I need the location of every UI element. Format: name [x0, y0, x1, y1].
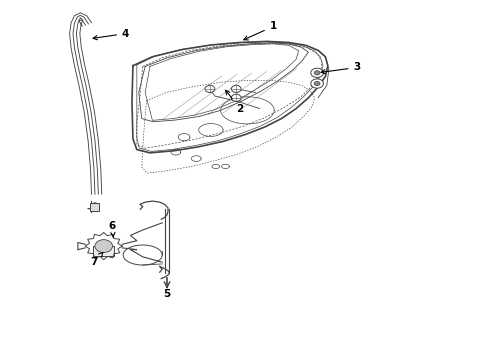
Text: 1: 1	[244, 21, 277, 40]
Polygon shape	[85, 233, 122, 260]
FancyBboxPatch shape	[90, 203, 99, 211]
Circle shape	[95, 240, 113, 252]
Text: 7: 7	[90, 252, 103, 267]
Circle shape	[231, 94, 241, 102]
Circle shape	[311, 79, 323, 88]
Text: 6: 6	[109, 221, 116, 237]
FancyBboxPatch shape	[93, 246, 115, 256]
Text: 5: 5	[164, 289, 171, 298]
Circle shape	[314, 71, 320, 75]
Circle shape	[231, 85, 241, 93]
Circle shape	[205, 85, 215, 93]
Text: 3: 3	[321, 63, 361, 74]
Text: 2: 2	[225, 90, 244, 113]
Circle shape	[311, 68, 323, 77]
Circle shape	[314, 81, 320, 86]
Text: 4: 4	[93, 28, 129, 40]
